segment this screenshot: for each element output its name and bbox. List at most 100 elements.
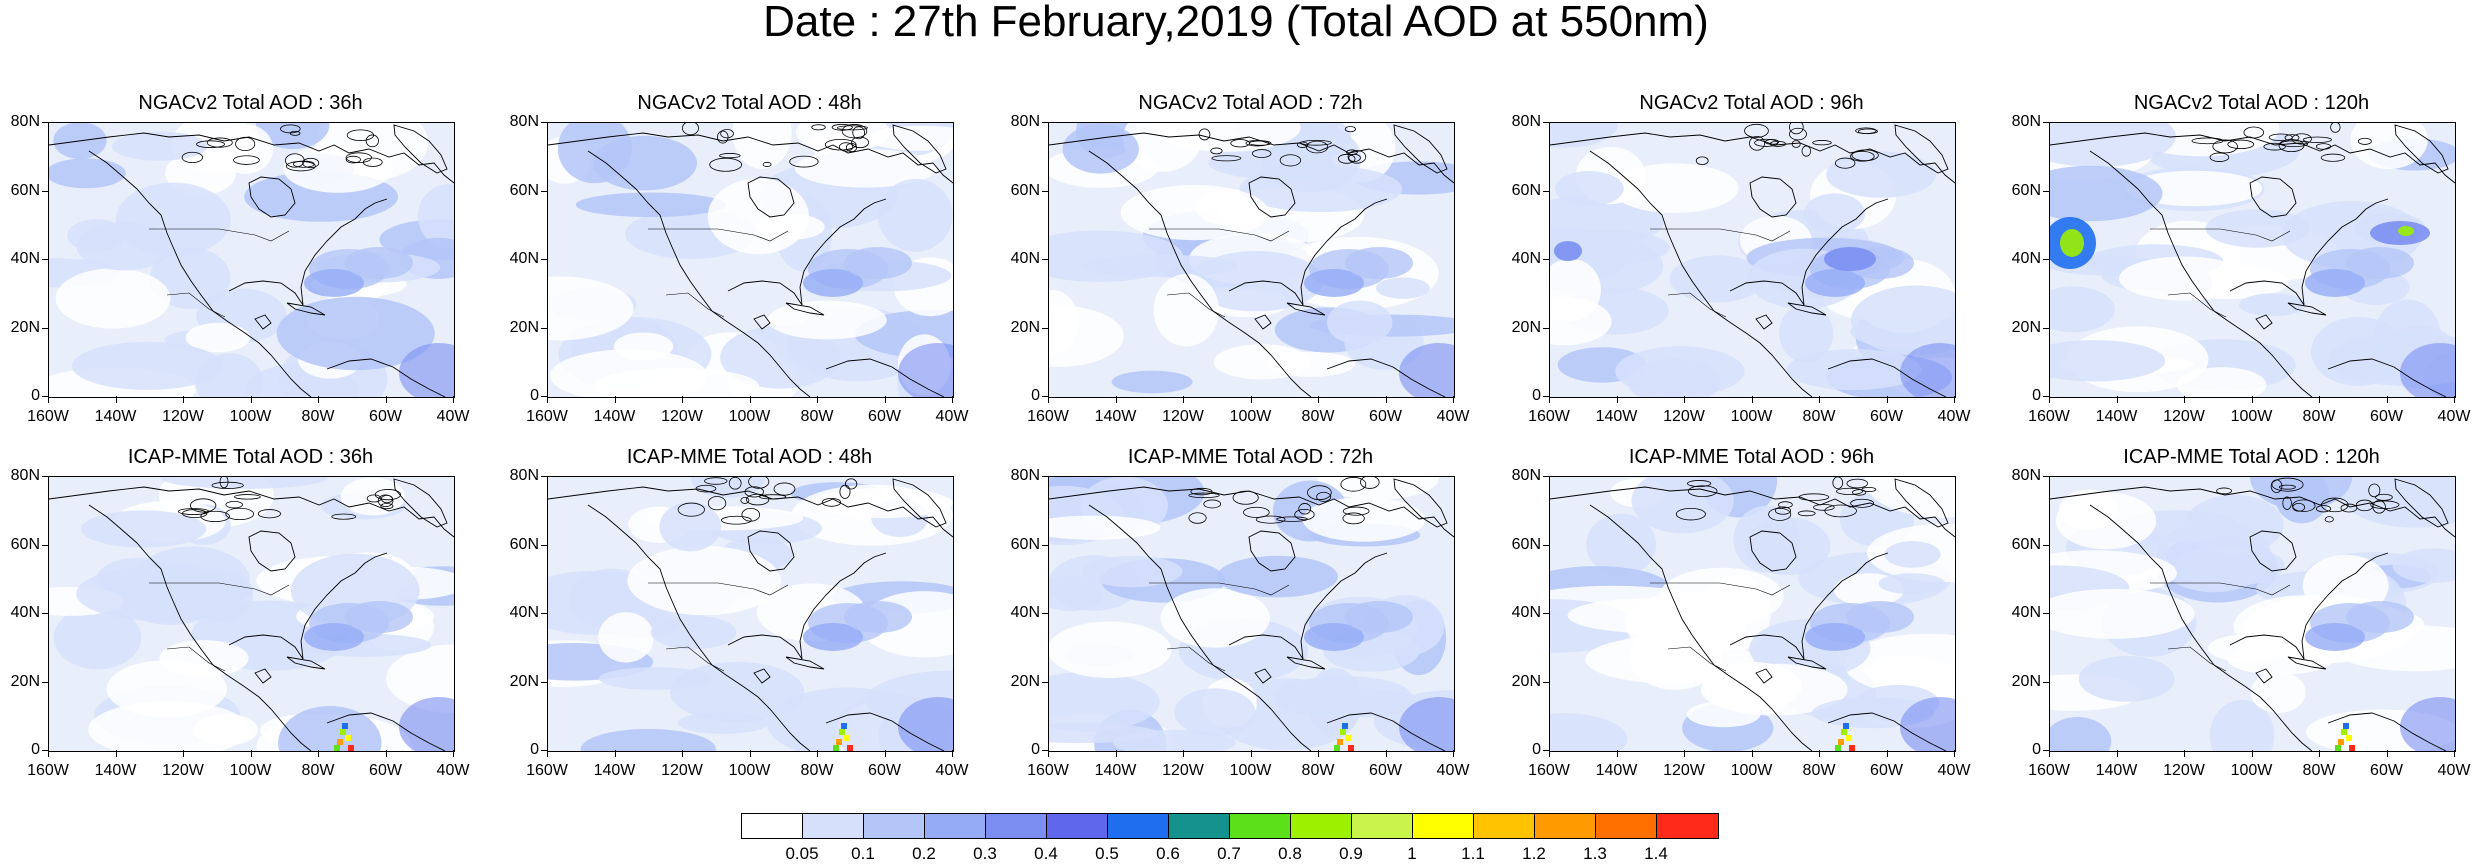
coastline — [825, 712, 945, 751]
country-border — [1667, 292, 1727, 318]
arctic-island — [844, 478, 858, 490]
aod-field-region — [71, 341, 224, 390]
x-tick-label: 100W — [2230, 762, 2273, 779]
coastline — [727, 552, 887, 660]
arctic-island — [704, 477, 728, 485]
aod-plume — [304, 623, 364, 651]
x-tick-label: 60W — [1369, 408, 1402, 425]
coastline — [1894, 478, 1949, 528]
colorbar-label: 0.3 — [973, 844, 997, 863]
x-tick-label: 140W — [94, 408, 137, 425]
aod-field-region — [1216, 555, 1338, 598]
aod-hotspot-cell — [847, 745, 853, 751]
coastline — [1755, 302, 1827, 330]
y-tick-mark — [42, 327, 48, 329]
x-tick-mark — [749, 750, 751, 757]
country-border — [665, 292, 725, 318]
y-tick-mark — [42, 190, 48, 192]
y-tick-mark — [1543, 681, 1549, 683]
y-tick-mark — [1042, 476, 1048, 477]
aod-field-region — [2050, 165, 2163, 222]
x-tick-mark — [1954, 750, 1955, 757]
arctic-island — [302, 157, 320, 169]
coastline — [1049, 486, 1454, 538]
aod-field-region — [53, 605, 142, 670]
colorbar-swatch — [1474, 814, 1535, 838]
arctic-island — [2271, 477, 2304, 492]
aod-field-region — [1844, 633, 1955, 696]
aod-hotspot-cell — [1846, 735, 1852, 741]
aod-high-region — [2398, 226, 2414, 236]
x-tick-mark — [318, 750, 319, 757]
aod-map — [1049, 477, 1454, 751]
arctic-island — [1360, 477, 1380, 489]
arctic-island — [759, 494, 787, 500]
y-tick-mark — [42, 681, 48, 683]
colorbar-label: 0.8 — [1278, 844, 1302, 863]
aod-tropical-region — [1399, 697, 1454, 751]
arctic-island — [1801, 145, 1812, 157]
coastline — [587, 150, 811, 397]
x-tick-label: 80W — [301, 408, 335, 425]
aod-hotspot-cell — [348, 745, 354, 751]
panel-title: ICAP-MME Total AOD : 120h — [2123, 446, 2380, 468]
aod-field-region — [1733, 505, 1800, 573]
x-tick-label: 40W — [935, 408, 969, 425]
aod-field-region — [283, 144, 393, 193]
aod-plume — [2346, 601, 2414, 633]
x-tick-label: 100W — [1229, 762, 1272, 779]
colorbar-swatch — [1657, 814, 1718, 838]
x-tick-label: 120W — [162, 762, 204, 779]
coastline — [1827, 712, 1947, 751]
arctic-island — [1190, 487, 1213, 496]
arctic-island — [1294, 508, 1315, 521]
arctic-island — [1307, 485, 1332, 501]
y-tick-label: 0 — [1031, 741, 1040, 758]
coastline — [2394, 124, 2449, 174]
aod-hotspot-cell — [334, 745, 340, 751]
coastline — [1393, 478, 1448, 528]
aod-plume — [1345, 247, 1413, 279]
aod-field-region — [2392, 548, 2455, 583]
x-tick-mark — [2184, 396, 2185, 403]
y-tick-mark — [1042, 613, 1048, 614]
colorbar-label: 0.5 — [1095, 844, 1119, 863]
colorbar-label: 0.6 — [1156, 844, 1180, 863]
colorbar-swatch — [986, 814, 1047, 838]
arctic-island — [1251, 149, 1272, 158]
coastline — [2229, 198, 2389, 306]
arctic-island — [196, 140, 225, 148]
aod-field-region — [878, 179, 953, 252]
colorbar-swatch — [1352, 814, 1413, 838]
aod-hotspot-cell — [1337, 739, 1343, 745]
coastline — [393, 478, 448, 528]
aod-plume — [2346, 247, 2414, 279]
aod-field-region — [76, 221, 172, 271]
arctic-island — [2315, 143, 2332, 150]
aod-field-region — [2250, 671, 2306, 713]
y-tick-label: 80N — [10, 113, 40, 130]
arctic-island — [1749, 135, 1766, 151]
x-tick-mark — [48, 750, 49, 757]
x-tick-label: 80W — [2302, 762, 2336, 779]
aod-plume — [1846, 601, 1914, 633]
arctic-island — [839, 484, 851, 499]
y-tick-mark — [1042, 190, 1048, 192]
arctic-island — [1340, 477, 1367, 492]
x-tick-mark — [682, 750, 683, 757]
x-tick-label: 40W — [436, 762, 470, 779]
arctic-island — [380, 503, 394, 510]
aod-field-region — [795, 123, 890, 153]
aod-field-region — [2209, 699, 2275, 751]
x-tick-mark — [115, 750, 117, 757]
aod-field-region — [160, 477, 328, 489]
arctic-island — [1243, 506, 1270, 518]
y-tick-mark — [42, 544, 48, 546]
panel-title: NGACv2 Total AOD : 96h — [1639, 92, 1864, 114]
arctic-island — [1777, 501, 1793, 509]
y-tick-label: 40N — [10, 250, 40, 267]
y-tick-mark — [1042, 122, 1048, 123]
coastline — [1254, 656, 1326, 684]
country-border — [166, 292, 226, 318]
x-tick-mark — [2454, 396, 2455, 403]
